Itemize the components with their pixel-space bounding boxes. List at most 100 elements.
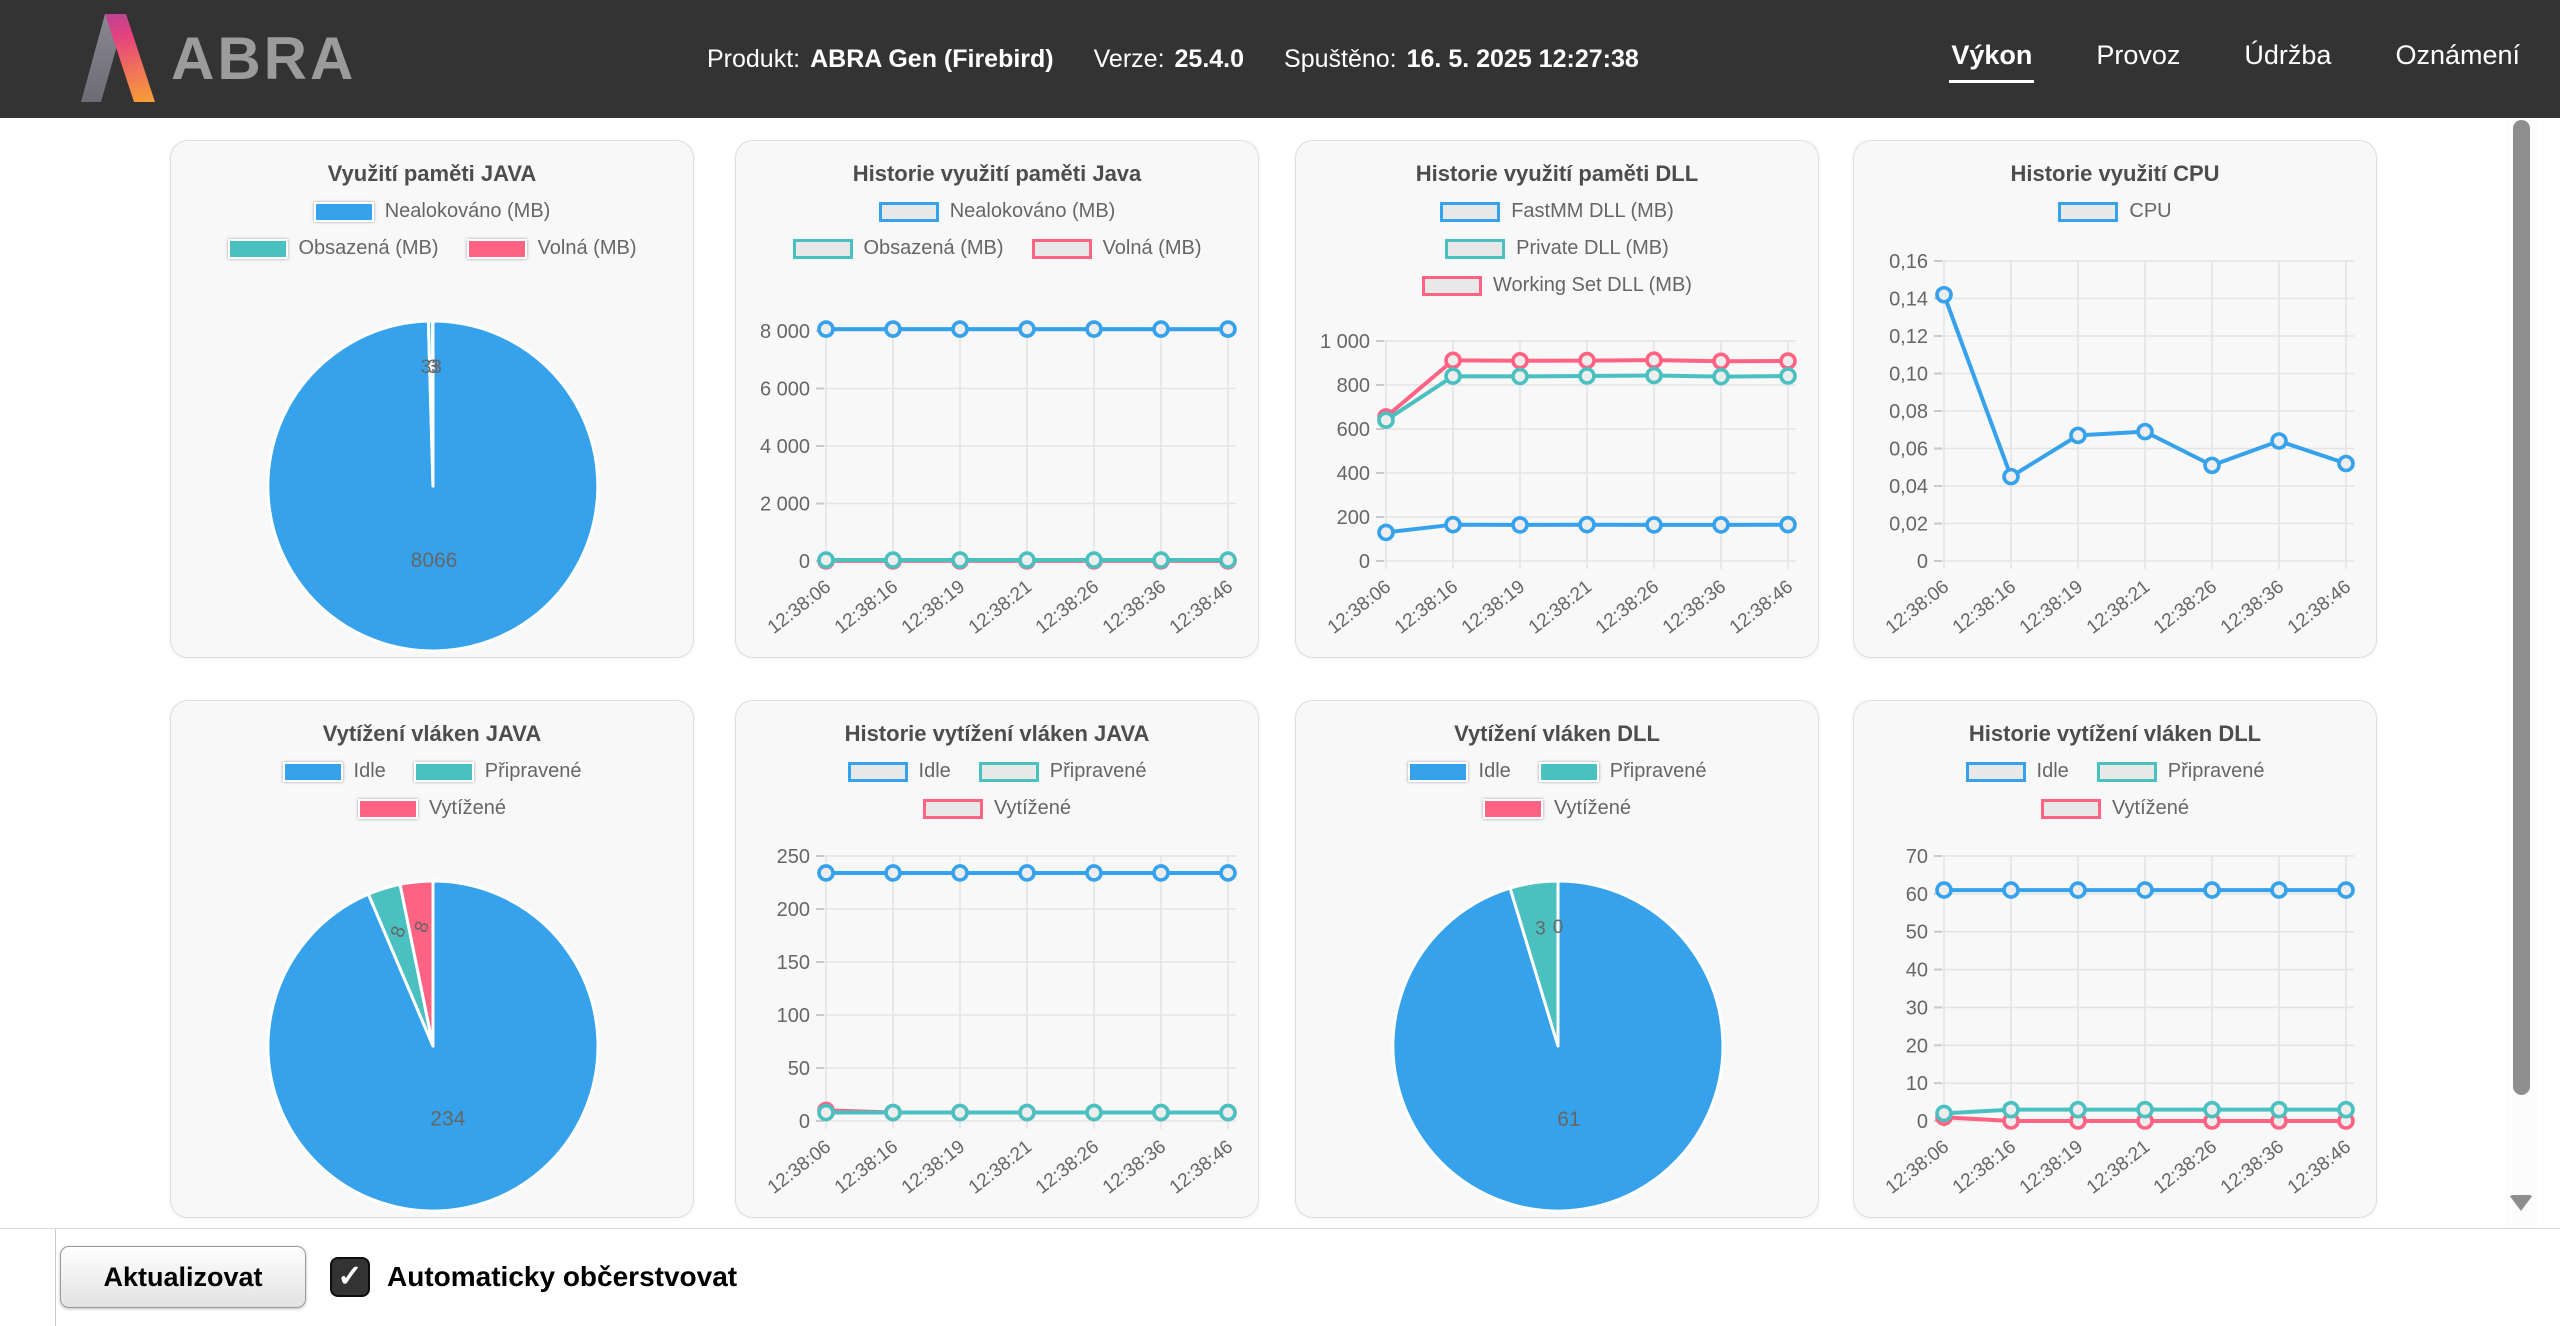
svg-text:0,02: 0,02	[1889, 514, 1928, 536]
nav-item-udrzba[interactable]: Údržba	[2244, 39, 2332, 70]
line-chart[interactable]: 0,16 0,14 0,12 0,10 0,08 0,06 0,04 0,02 0 12:38:0…	[1854, 141, 2378, 659]
legend-label: Private DLL (MB)	[1516, 237, 1669, 259]
svg-text:0: 0	[1553, 917, 1564, 938]
legend-label: Připravené	[484, 760, 582, 782]
legend-label: Připravené	[1609, 760, 1707, 782]
pie-chart[interactable]: 8066 333	[171, 141, 695, 659]
svg-text:3: 3	[1535, 918, 1546, 939]
svg-text:3: 3	[428, 357, 439, 378]
legend-item[interactable]: Nealokováno (MB)	[878, 200, 1116, 223]
legend-label: CPU	[2129, 200, 2172, 222]
svg-text:12:38:26: 12:38:26	[1032, 576, 1103, 638]
svg-text:20: 20	[1906, 1035, 1928, 1057]
legend-item[interactable]: Volná (MB)	[466, 237, 637, 260]
panel-java-memory-history: Historie využití paměti Java Nealokováno…	[735, 140, 1259, 658]
svg-text:12:38:16: 12:38:16	[1949, 576, 2020, 638]
legend-item[interactable]: Nealokováno (MB)	[313, 200, 550, 223]
svg-text:12:38:06: 12:38:06	[1324, 576, 1395, 638]
nav-item-oznameni[interactable]: Oznámení	[2395, 39, 2520, 70]
legend-item[interactable]: Vytížené	[922, 797, 1071, 820]
legend-swatch-icon	[466, 238, 527, 259]
svg-text:800: 800	[1337, 375, 1370, 397]
legend-label: Volná (MB)	[537, 237, 637, 259]
svg-text:2 000: 2 000	[760, 494, 810, 516]
legend-item[interactable]: Připravené	[978, 760, 1146, 783]
svg-text:0,04: 0,04	[1889, 476, 1928, 498]
dashboard: Využití paměti JAVA Nealokováno (MB) Obsa…	[0, 118, 2560, 1228]
legend-item[interactable]: Idle	[282, 760, 386, 783]
chart-title: Vytížení vláken JAVA	[322, 721, 542, 746]
legend-swatch-icon	[1965, 761, 2026, 782]
legend-item[interactable]: FastMM DLL (MB)	[1440, 200, 1674, 223]
legend-item[interactable]: CPU	[2058, 200, 2172, 223]
panel-java-memory-usage: Využití paměti JAVA Nealokováno (MB) Obsa…	[170, 140, 694, 658]
svg-text:0: 0	[799, 551, 810, 573]
svg-text:12:38:46: 12:38:46	[2284, 576, 2355, 638]
legend-item[interactable]: Working Set DLL (MB)	[1422, 274, 1692, 297]
legend-swatch-icon	[792, 238, 853, 259]
scrollbar-thumb[interactable]	[2513, 120, 2530, 1095]
legend-item[interactable]: Vytížené	[1482, 797, 1631, 820]
legend-item[interactable]: Připravené	[1538, 760, 1707, 783]
legend-item[interactable]: Private DLL (MB)	[1445, 237, 1669, 260]
legend-swatch-icon	[282, 761, 343, 782]
svg-text:12:38:36: 12:38:36	[1099, 576, 1170, 638]
svg-text:0,14: 0,14	[1889, 289, 1928, 311]
svg-text:100: 100	[777, 1005, 810, 1027]
abra-logo-icon	[55, 14, 155, 102]
line-chart[interactable]: 70605040302010012:38:0612:38:1612:38:191…	[1854, 701, 2378, 1219]
scroll-down-arrow-icon[interactable]	[2509, 1195, 2533, 1211]
panel-dll-threads-usage: Vytížení vláken DLL Idle Připravené Vytíže…	[1295, 700, 1819, 1218]
legend-item[interactable]: Idle	[1965, 760, 2069, 783]
version-label: Verze:	[1093, 44, 1165, 73]
svg-text:12:38:46: 12:38:46	[2284, 1136, 2355, 1198]
legend-swatch-icon	[2040, 798, 2101, 819]
svg-text:0,16: 0,16	[1889, 251, 1928, 273]
product-value: ABRA Gen (Firebird)	[810, 44, 1054, 73]
legend-swatch-icon	[1031, 238, 1092, 259]
legend-label: Připravené	[2167, 760, 2265, 782]
legend-item[interactable]: Volná (MB)	[1031, 237, 1202, 260]
svg-text:12:38:21: 12:38:21	[2083, 576, 2154, 638]
legend-swatch-icon	[357, 798, 418, 819]
svg-text:12:38:46: 12:38:46	[1726, 576, 1797, 638]
legend-item[interactable]: Připravené	[413, 760, 582, 783]
nav-item-provoz[interactable]: Provoz	[2096, 39, 2181, 70]
legend-item[interactable]: Obsazená (MB)	[792, 237, 1004, 260]
refresh-button[interactable]: Aktualizovat	[60, 1246, 306, 1308]
legend-label: Working Set DLL (MB)	[1493, 274, 1692, 296]
svg-text:12:38:19: 12:38:19	[2016, 576, 2087, 638]
legend-item[interactable]: Vytížené	[357, 797, 507, 820]
legend-item[interactable]: Vytížené	[2040, 797, 2189, 820]
chart-legend: CPU	[1854, 200, 2376, 223]
pie-chart[interactable]: 61 3 0	[1296, 701, 1820, 1219]
svg-text:12:38:19: 12:38:19	[2016, 1136, 2087, 1198]
line-chart[interactable]: 1 000800600400200012:38:0612:38:1612:38:…	[1296, 141, 1820, 659]
legend-label: Nealokováno (MB)	[949, 200, 1116, 222]
panel-java-threads-history: Historie vytížení vláken JAVA Idle Připra…	[735, 700, 1259, 1218]
svg-text:12:38:21: 12:38:21	[965, 576, 1036, 638]
abra-logo[interactable]: ABRA	[55, 14, 356, 102]
legend-swatch-icon	[922, 798, 983, 819]
legend-swatch-icon	[2096, 761, 2157, 782]
auto-refresh-label[interactable]: Automaticky občerstvovat	[387, 1261, 738, 1292]
legend-item[interactable]: Idle	[847, 760, 951, 783]
legend-label: Vytížené	[428, 797, 507, 819]
svg-text:33: 33	[421, 357, 442, 378]
legend-item[interactable]: Obsazená (MB)	[227, 237, 439, 260]
legend-item[interactable]: Idle	[1407, 760, 1511, 783]
line-chart[interactable]: 25020015010050012:38:0612:38:1612:38:191…	[736, 701, 1260, 1219]
nav-item-vykon[interactable]: Výkon	[1949, 36, 2035, 83]
chart-title: Vytížení vláken DLL	[1454, 721, 1660, 746]
chart-title: Historie vytížení vláken DLL	[1968, 721, 2262, 746]
svg-text:12:38:46: 12:38:46	[1166, 576, 1237, 638]
legend-swatch-icon	[1538, 761, 1599, 782]
legend-item[interactable]: Připravené	[2096, 760, 2265, 783]
chart-legend: Nealokováno (MB) Obsazená (MB) Volná (MB)	[736, 200, 1258, 260]
auto-refresh-checkbox[interactable]: ✓	[330, 1257, 370, 1297]
chart-legend: Idle Připravené Vytížené	[1854, 760, 2376, 820]
svg-text:0: 0	[799, 1111, 810, 1133]
chart-legend: Idle Připravené Vytížené	[736, 760, 1258, 820]
